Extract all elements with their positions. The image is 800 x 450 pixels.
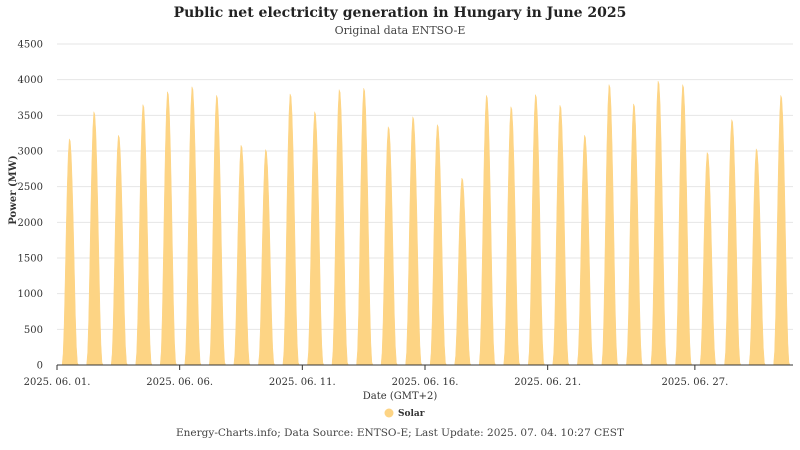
solar-day-2025-06-11 bbox=[307, 111, 325, 366]
y-axis-title: Power (MW) bbox=[8, 155, 19, 224]
legend-label-solar[interactable]: Solar bbox=[398, 409, 425, 419]
footer-source: Energy-Charts.info; Data Source: ENTSO-E… bbox=[176, 427, 624, 439]
solar-day-2025-06-16 bbox=[429, 124, 447, 366]
solar-day-2025-06-10 bbox=[282, 93, 300, 366]
solar-day-2025-06-25 bbox=[650, 81, 668, 366]
solar-day-2025-06-14 bbox=[380, 126, 398, 366]
y-tick-label-1000: 1000 bbox=[18, 289, 43, 300]
y-tick-label-3500: 3500 bbox=[18, 111, 43, 122]
solar-day-2025-06-01 bbox=[61, 138, 79, 366]
solar-day-2025-06-07 bbox=[209, 95, 227, 366]
solar-day-2025-06-06 bbox=[184, 86, 202, 366]
x-tick-label-2025-06-27: 2025. 06. 27. bbox=[661, 377, 728, 388]
solar-day-2025-06-30 bbox=[773, 95, 791, 366]
solar-day-2025-06-19 bbox=[503, 106, 521, 366]
solar-day-2025-06-08 bbox=[233, 145, 251, 366]
x-axis-ticks: 2025. 06. 01. 2025. 06. 06. 2025. 06. 11. 2… bbox=[24, 365, 728, 388]
legend-swatch-solar[interactable] bbox=[384, 408, 394, 418]
chart-subtitle: Original data ENTSO-E bbox=[334, 24, 466, 37]
solar-day-2025-06-28 bbox=[724, 119, 742, 366]
x-tick-label-2025-06-16: 2025. 06. 16. bbox=[392, 377, 459, 388]
solar-day-2025-06-27 bbox=[699, 151, 717, 366]
solar-day-2025-06-18 bbox=[478, 95, 496, 366]
solar-day-2025-06-23 bbox=[601, 84, 619, 366]
solar-day-2025-06-15 bbox=[405, 116, 423, 366]
solar-day-2025-06-05 bbox=[159, 91, 177, 366]
x-tick-label-2025-06-06: 2025. 06. 06. bbox=[146, 377, 213, 388]
x-tick-label-2025-06-21: 2025. 06. 21. bbox=[514, 377, 581, 388]
x-axis-title: Date (GMT+2) bbox=[363, 391, 438, 402]
y-tick-label-4000: 4000 bbox=[18, 75, 43, 86]
legend[interactable]: Solar bbox=[384, 408, 425, 420]
solar-day-2025-06-02 bbox=[86, 111, 104, 366]
solar-day-2025-06-20 bbox=[527, 94, 545, 366]
solar-day-2025-06-21 bbox=[552, 105, 570, 366]
y-tick-label-4500: 4500 bbox=[18, 40, 43, 51]
grid-lines bbox=[57, 43, 793, 330]
solar-day-2025-06-04 bbox=[135, 104, 153, 366]
y-tick-label-2500: 2500 bbox=[18, 182, 43, 193]
solar-day-2025-06-24 bbox=[626, 103, 644, 366]
y-tick-label-500: 500 bbox=[24, 325, 43, 336]
x-tick-label-2025-06-11: 2025. 06. 11. bbox=[269, 377, 336, 388]
solar-day-2025-06-22 bbox=[577, 135, 595, 366]
solar-day-2025-06-12 bbox=[331, 89, 349, 366]
y-tick-label-3000: 3000 bbox=[18, 147, 43, 158]
y-tick-label-1500: 1500 bbox=[18, 254, 43, 265]
y-tick-label-0: 0 bbox=[37, 361, 43, 372]
x-tick-label-2025-06-01: 2025. 06. 01. bbox=[24, 377, 91, 388]
y-axis-ticks: 0 500 1000 1500 2000 2500 3000 3500 4000 4500 bbox=[18, 40, 43, 372]
chart-title: Public net electricity generation in Hun… bbox=[173, 5, 627, 21]
solar-day-2025-06-17 bbox=[454, 177, 472, 366]
y-tick-label-2000: 2000 bbox=[18, 218, 43, 229]
solar-day-2025-06-13 bbox=[356, 88, 374, 366]
solar-day-2025-06-09 bbox=[258, 148, 276, 366]
solar-day-2025-06-03 bbox=[110, 135, 128, 366]
solar-day-2025-06-26 bbox=[675, 84, 693, 366]
solar-area-series bbox=[61, 81, 791, 366]
solar-day-2025-06-29 bbox=[748, 147, 766, 366]
